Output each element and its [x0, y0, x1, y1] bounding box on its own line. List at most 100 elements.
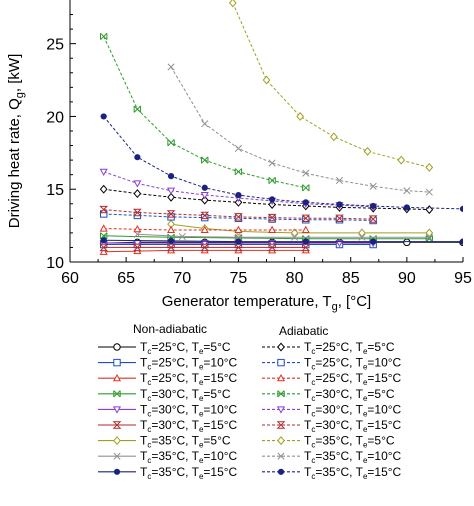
data-point [234, 197, 243, 207]
data-point [302, 169, 310, 177]
data-point [335, 176, 344, 185]
data-point [269, 196, 276, 203]
legend-marker [112, 421, 122, 429]
data-point [403, 204, 410, 211]
data-point [403, 187, 411, 195]
legend-marker [277, 358, 285, 367]
legend-entry-non_adiabatic-5: Tc=30°C, Te=15°C [98, 418, 238, 434]
data-point [200, 195, 209, 205]
series-adiabatic-11 [99, 224, 310, 234]
data-point [201, 184, 208, 191]
legend-marker [113, 436, 121, 446]
data-point [335, 214, 344, 223]
data-point [100, 113, 107, 120]
legend-marker [277, 468, 285, 475]
x-tick-label: 70 [173, 270, 191, 287]
x-tick-label: 65 [117, 270, 135, 287]
data-point [301, 225, 310, 234]
data-point [134, 154, 141, 161]
series-adiabatic-14 [99, 205, 378, 223]
legend-entry-non_adiabatic-6: Tc=35°C, Te=5°C [98, 434, 231, 450]
data-point [302, 184, 310, 192]
data-point [132, 208, 142, 217]
data-point [368, 215, 378, 223]
data-point [425, 235, 434, 243]
legend-label: Tc=30°C, Te=15°C [140, 418, 238, 434]
data-point [336, 201, 343, 208]
legend-label: Tc=25°C, Te=15°C [140, 371, 238, 387]
legend-entry-adiabatic-3: Tc=30°C, Te=5°C [262, 387, 395, 403]
data-point [369, 182, 377, 190]
series-adiabatic-12 [99, 32, 310, 192]
data-point [459, 205, 463, 212]
legend-label: Tc=35°C, Te=10°C [304, 449, 402, 465]
legend-label: Tc=35°C, Te=15°C [140, 465, 238, 481]
legend-entry-adiabatic-1: Tc=25°C, Te=10°C [262, 356, 402, 372]
data-point [99, 32, 108, 40]
series-line [171, 223, 430, 234]
legend-entry-adiabatic-4: Tc=30°C, Te=10°C [262, 402, 402, 418]
legend-marker [277, 342, 285, 352]
data-point [425, 233, 433, 241]
data-point [99, 205, 109, 214]
data-point [200, 191, 209, 200]
series-non_adiabatic-6 [167, 219, 434, 238]
data-point [302, 199, 309, 206]
data-point [268, 159, 276, 167]
legend-label: Tc=35°C, Te=5°C [304, 434, 395, 450]
x-tick-label: 60 [61, 270, 79, 287]
legend-entry-non_adiabatic-8: Tc=35°C, Te=15°C [98, 465, 238, 481]
series-adiabatic-16 [167, 63, 433, 196]
data-point [166, 243, 176, 252]
legend-entry-non_adiabatic-7: Tc=35°C, Te=10°C [98, 449, 238, 465]
data-point [201, 156, 209, 164]
data-point [167, 173, 175, 180]
legend-label: Tc=30°C, Te=5°C [304, 387, 395, 403]
data-point [167, 139, 175, 147]
data-point [358, 233, 366, 241]
data-point [234, 234, 243, 242]
legend-entry-adiabatic-2: Tc=25°C, Te=15°C [262, 371, 402, 387]
x-tick-label: 85 [342, 270, 360, 287]
data-point [200, 243, 210, 252]
data-point [133, 105, 142, 113]
data-point [133, 189, 142, 199]
data-point [370, 238, 377, 245]
data-point [267, 213, 277, 222]
legend-label: Tc=35°C, Te=15°C [304, 465, 402, 481]
data-point [234, 168, 243, 176]
data-point [99, 168, 108, 176]
data-point [228, 0, 237, 8]
data-point [167, 237, 175, 244]
legend-entry-non_adiabatic-4: Tc=30°C, Te=10°C [98, 402, 238, 418]
data-point [133, 225, 142, 233]
plot-area [99, 0, 463, 255]
data-point [459, 238, 463, 245]
legend-marker [277, 452, 285, 460]
data-point [99, 247, 108, 255]
x-tick-label: 80 [286, 270, 304, 287]
y-tick-label: 20 [46, 109, 64, 126]
data-point [167, 63, 175, 71]
legend-label: Tc=25°C, Te=10°C [304, 356, 402, 372]
data-point [268, 176, 276, 185]
y-axis-title: Driving heat rate, Qg, [kW] [6, 54, 26, 229]
legend-entry-adiabatic-5: Tc=30°C, Te=15°C [262, 418, 402, 434]
data-point [425, 188, 433, 196]
legend-entry-non_adiabatic-0: Tc=25°C, Te=5°C [98, 340, 231, 356]
legend-entry-adiabatic-0: Tc=25°C, Te=5°C [262, 340, 395, 356]
data-point [132, 243, 142, 252]
legend-marker [276, 406, 286, 414]
legend-label: Tc=30°C, Te=10°C [304, 402, 402, 418]
legend-label: Tc=25°C, Te=15°C [304, 371, 402, 387]
series-adiabatic-15 [228, 0, 434, 172]
legend-entry-adiabatic-7: Tc=35°C, Te=10°C [262, 449, 402, 465]
data-point [234, 144, 242, 153]
data-point [262, 75, 271, 85]
legend-label: Tc=25°C, Te=5°C [304, 340, 395, 356]
data-point [234, 225, 243, 234]
data-point [99, 184, 108, 194]
x-tick-label: 95 [454, 270, 472, 287]
